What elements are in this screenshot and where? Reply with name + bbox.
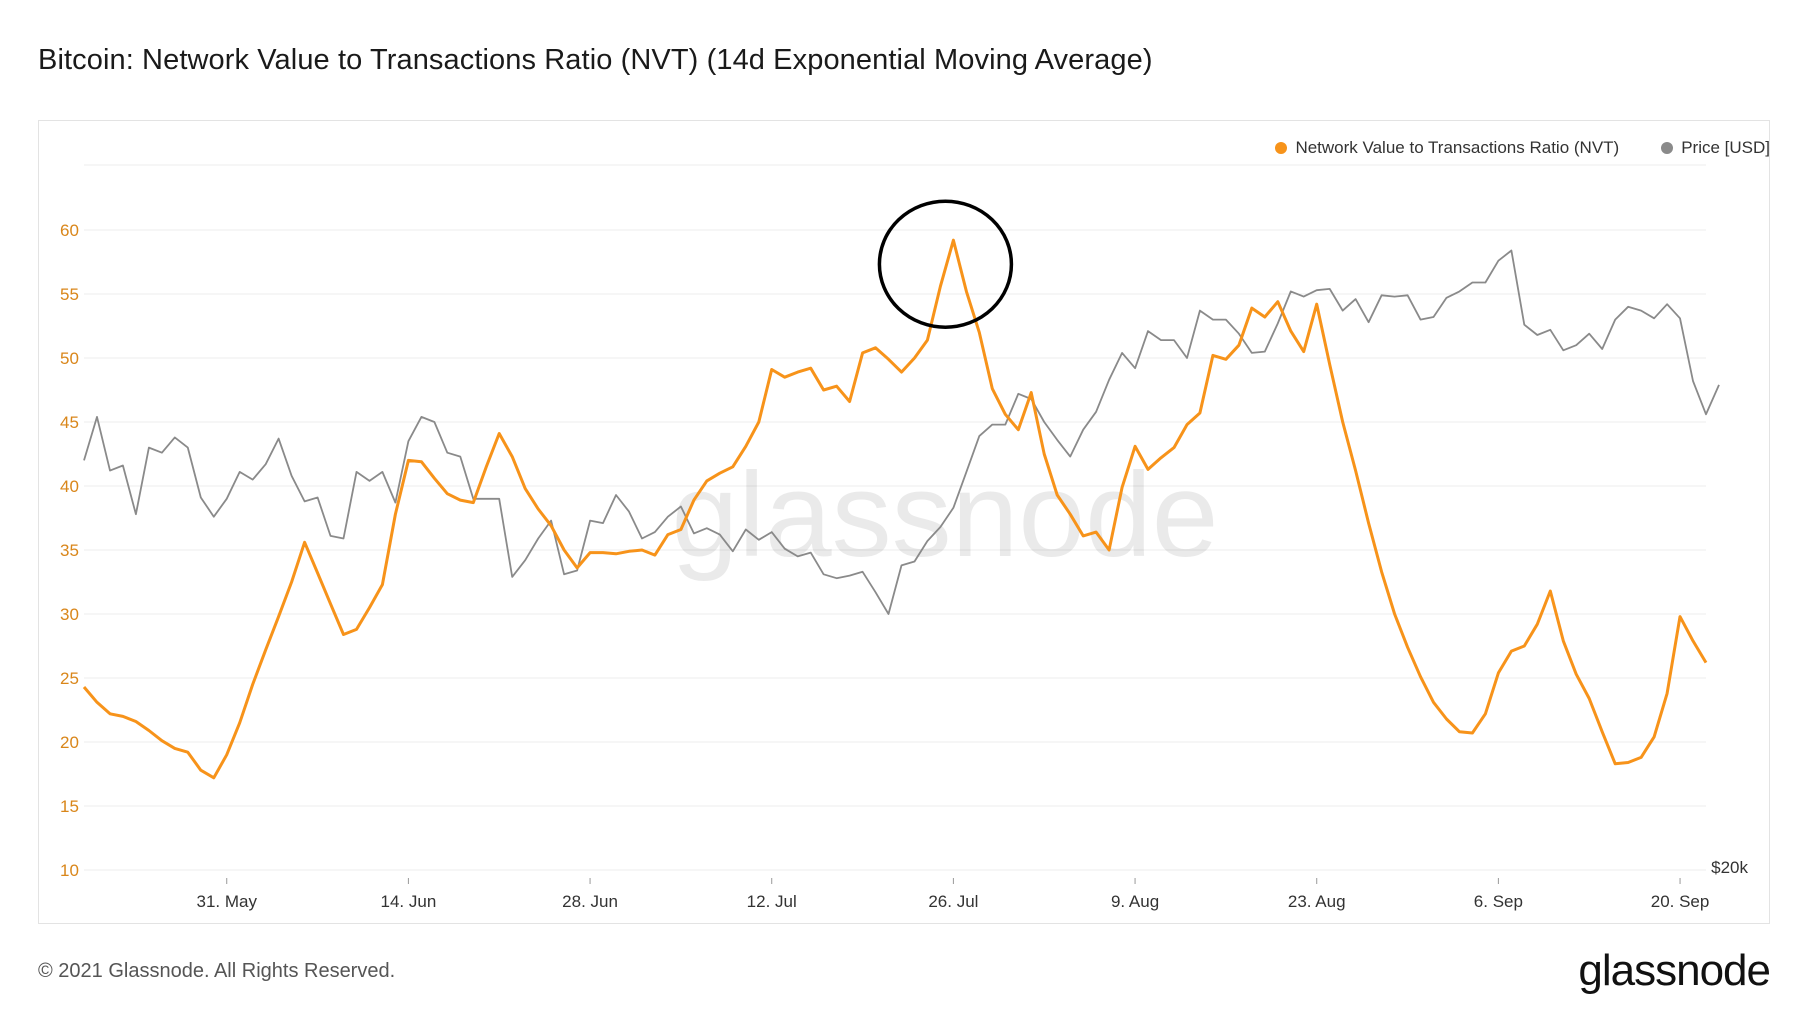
y-tick-label: 50	[60, 349, 79, 368]
y-tick-label: 10	[60, 861, 79, 880]
legend-item-price[interactable]: Price [USD]	[1661, 138, 1770, 158]
watermark: glassnode	[671, 448, 1218, 582]
legend-item-nvt[interactable]: Network Value to Transactions Ratio (NVT…	[1275, 138, 1619, 158]
y-tick-label: 15	[60, 797, 79, 816]
y-tick-label: 35	[60, 541, 79, 560]
y-tick-label: 55	[60, 285, 79, 304]
x-tick-label: 28. Jun	[562, 892, 618, 911]
legend: Network Value to Transactions Ratio (NVT…	[1275, 138, 1770, 158]
x-tick-label: 26. Jul	[928, 892, 978, 911]
series-line-price	[83, 249, 1720, 615]
y-tick-label: 25	[60, 669, 79, 688]
y-tick-label: 30	[60, 605, 79, 624]
x-tick-label: 12. Jul	[747, 892, 797, 911]
y-tick-label: 20	[60, 733, 79, 752]
x-tick-label: 20. Sep	[1651, 892, 1710, 911]
annotation-circle	[877, 199, 1014, 329]
y-axis-left: 10 15 20 25 30 35 40 45 50 55 60	[60, 221, 79, 880]
y-tick-label: 45	[60, 413, 79, 432]
legend-price-marker	[1661, 142, 1674, 154]
x-tick-label: 14. Jun	[381, 892, 437, 911]
x-tick-label: 6. Sep	[1474, 892, 1523, 911]
y-tick-label: 40	[60, 477, 79, 496]
legend-nvt-label: Network Value to Transactions Ratio (NVT…	[1295, 138, 1620, 157]
x-tick-label: 9. Aug	[1111, 892, 1159, 911]
grid-lines	[84, 164, 1706, 871]
legend-nvt-marker	[1275, 142, 1288, 154]
x-tick-label: 23. Aug	[1288, 892, 1346, 911]
chart-title: Bitcoin: Network Value to Transactions R…	[38, 44, 1153, 76]
y-axis-right-tick: $20k	[1711, 858, 1748, 877]
x-tick-label: 31. May	[196, 892, 257, 911]
x-axis: 31. May 14. Jun 28. Jun 12. Jul 26. Jul 9. Au…	[196, 878, 1709, 911]
chart-frame	[38, 120, 1770, 924]
series-line-nvt	[82, 238, 1708, 780]
brand-logo: glassnode	[1578, 946, 1771, 995]
legend-price-label: Price [USD]	[1681, 138, 1770, 157]
y-tick-label: 60	[60, 221, 79, 240]
copyright: © 2021 Glassnode. All Rights Reserved.	[38, 960, 396, 982]
